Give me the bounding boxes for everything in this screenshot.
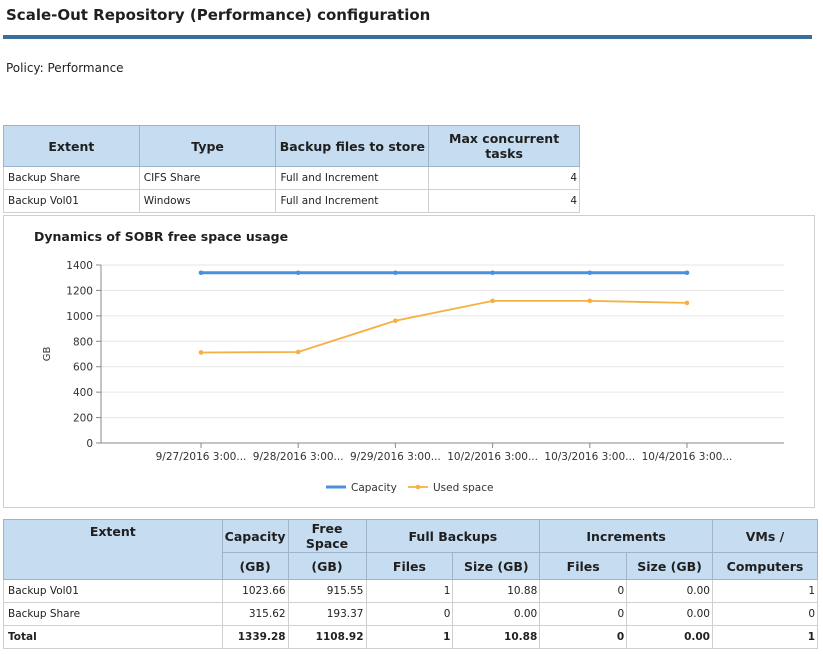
inc-files-cell: 0	[539, 579, 628, 603]
data-point	[393, 318, 398, 323]
y-tick-label: 400	[73, 387, 93, 399]
col-header-increments[interactable]: Increments	[539, 519, 713, 553]
col-header-free-space[interactable]: Free Space	[287, 519, 367, 553]
backup-files-cell: Full and Increment	[275, 189, 430, 213]
total-free-space: 1108.92	[287, 625, 367, 649]
policy-label: Policy: Performance	[6, 61, 124, 75]
extent-cell: Backup Share	[3, 166, 140, 190]
full-files-cell: 1	[365, 579, 454, 603]
free-space-cell: 193.37	[287, 602, 367, 626]
x-tick-label: 9/28/2016 3:00...	[253, 451, 344, 463]
free-space-chart: Dynamics of SOBR free space usage 0 200 40…	[3, 215, 815, 508]
inc-files-cell: 0	[539, 602, 628, 626]
x-tick-label: 10/3/2016 3:00...	[544, 451, 635, 463]
inc-size-cell: 0.00	[626, 602, 713, 626]
data-point	[393, 270, 398, 276]
summary-header-row-1: Extent Capacity Free Space Full Backups …	[3, 519, 818, 580]
type-cell: CIFS Share	[138, 166, 277, 190]
data-point	[587, 298, 593, 304]
inc-size-cell: 0.00	[626, 579, 713, 603]
y-tick-label: 0	[86, 438, 93, 450]
col-header-capacity[interactable]: Capacity	[221, 519, 289, 553]
y-tick-label: 200	[73, 413, 93, 425]
col-header-computers: Computers	[712, 552, 818, 580]
data-point	[684, 270, 690, 276]
data-point	[295, 349, 301, 355]
y-tick-label: 600	[73, 362, 93, 374]
full-size-cell: 10.88	[452, 579, 541, 603]
col-header-vms[interactable]: VMs /	[712, 519, 818, 553]
backup-files-cell: Full and Increment	[275, 166, 430, 190]
total-inc-files: 0	[539, 625, 628, 649]
chart-plot: 0 200 400 600 800 1000 1200 1400 GB 9/27/2016 3:0…	[42, 260, 784, 494]
page-title: Scale-Out Repository (Performance) confi…	[6, 6, 431, 24]
data-point	[198, 350, 204, 355]
col-header-extent[interactable]: Extent	[3, 519, 223, 580]
data-point	[490, 298, 495, 304]
table-row[interactable]: Backup Share CIFS Share Full and Increme…	[3, 166, 580, 190]
total-label: Total	[3, 625, 223, 649]
title-divider	[3, 35, 812, 39]
x-tick-label: 9/27/2016 3:00...	[156, 451, 247, 463]
col-header-max-tasks[interactable]: Max concurrent tasks	[428, 125, 580, 167]
y-tick-label: 800	[73, 336, 93, 348]
full-files-cell: 0	[365, 602, 454, 626]
extent-cell: Backup Share	[3, 602, 223, 626]
col-header-capacity-unit: (GB)	[221, 552, 289, 580]
summary-table: Extent Capacity Free Space Full Backups …	[3, 519, 818, 649]
y-tick-label: 1000	[66, 311, 93, 323]
col-header-inc-files[interactable]: Files	[539, 552, 628, 580]
y-tick-label: 1200	[66, 285, 93, 297]
data-point	[490, 270, 495, 276]
col-header-full-size[interactable]: Size (GB)	[452, 552, 541, 580]
series-line	[200, 299, 688, 354]
table-row[interactable]: Backup Vol01 1023.66 915.55 1 10.88 0 0.…	[3, 579, 818, 603]
total-full-files: 1	[365, 625, 454, 649]
capacity-cell: 1023.66	[221, 579, 289, 603]
type-cell: Windows	[138, 189, 277, 213]
x-tick-label: 10/2/2016 3:00...	[447, 451, 538, 463]
legend-label: Capacity	[351, 482, 397, 494]
col-header-max-tasks-line1: Max concurrent	[449, 131, 560, 146]
x-tick-label: 9/29/2016 3:00...	[350, 451, 441, 463]
table-row[interactable]: Backup Vol01 Windows Full and Increment …	[3, 189, 580, 213]
y-tick-label: 1400	[66, 260, 93, 272]
y-axis-label: GB	[42, 347, 53, 362]
col-header-extent[interactable]: Extent	[3, 125, 140, 167]
vms-cell: 0	[712, 602, 818, 626]
total-full-size: 10.88	[452, 625, 541, 649]
col-header-full-files[interactable]: Files	[365, 552, 454, 580]
max-tasks-cell: 4	[428, 189, 580, 213]
table-row[interactable]: Backup Share 315.62 193.37 0 0.00 0 0.00…	[3, 602, 818, 626]
full-size-cell: 0.00	[452, 602, 541, 626]
data-point	[684, 300, 690, 306]
capacity-cell: 315.62	[221, 602, 289, 626]
col-header-type[interactable]: Type	[138, 125, 277, 167]
col-header-max-tasks-line2: tasks	[485, 146, 523, 161]
data-point	[198, 270, 204, 276]
extent-cell: Backup Vol01	[3, 579, 223, 603]
data-point	[587, 270, 593, 276]
max-tasks-cell: 4	[428, 166, 580, 190]
free-space-cell: 915.55	[287, 579, 367, 603]
total-row[interactable]: Total 1339.28 1108.92 1 10.88 0 0.00 1	[3, 625, 818, 649]
chart-title: Dynamics of SOBR free space usage	[34, 229, 289, 244]
vms-cell: 1	[712, 579, 818, 603]
total-vms: 1	[712, 625, 818, 649]
legend-marker	[415, 484, 421, 490]
total-inc-size: 0.00	[626, 625, 713, 649]
col-header-inc-size[interactable]: Size (GB)	[626, 552, 713, 580]
total-capacity: 1339.28	[221, 625, 289, 649]
col-header-full-backups[interactable]: Full Backups	[365, 519, 541, 553]
extent-cell: Backup Vol01	[3, 189, 140, 213]
legend-label: Used space	[433, 482, 493, 494]
x-tick-label: 10/4/2016 3:00...	[642, 451, 733, 463]
extents-header-row: Extent Type Backup files to store Max co…	[3, 125, 580, 167]
col-header-free-space-unit: (GB)	[287, 552, 367, 580]
data-point	[295, 270, 301, 276]
extents-table: Extent Type Backup files to store Max co…	[3, 125, 580, 213]
col-header-backup-files[interactable]: Backup files to store	[275, 125, 430, 167]
summary-header-row-2: (GB) (GB) Files Size (GB) Files Size (GB…	[4, 552, 818, 580]
